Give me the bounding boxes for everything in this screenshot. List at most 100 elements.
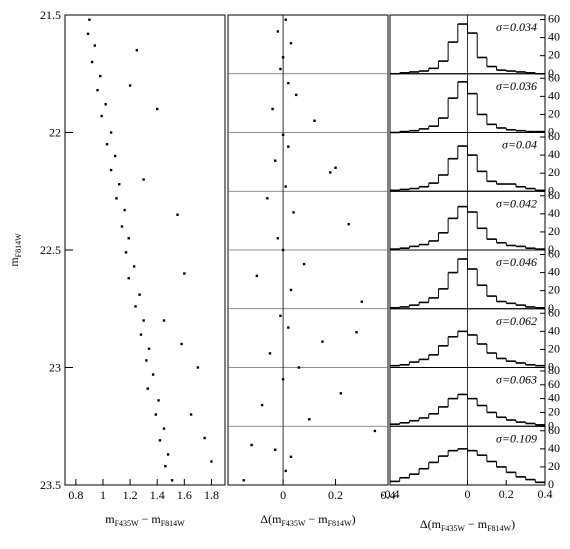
y-tick-label: 40 [548,147,560,161]
y-tick-label: 40 [548,441,560,455]
star-point [289,42,293,45]
star-point [138,293,141,296]
star-point [162,319,166,322]
sigma-label: σ=0.062 [496,314,537,328]
star-point [242,479,245,482]
star-point [271,107,274,111]
star-point [128,84,132,87]
y-tick-label: 0 [548,125,554,139]
sigma-label: σ=0.046 [496,255,537,269]
y-tick-label: 20 [548,341,560,355]
star-point [313,119,316,122]
axis-label-part: m [7,257,21,267]
y-tick-label: 60 [548,305,560,319]
x-tick-label: 1.6 [177,488,192,502]
star-point [157,399,160,402]
star-point [203,436,206,440]
star-point [274,159,277,162]
sigma-label: σ=0.109 [496,431,537,445]
axis-label-part: Δ(m [260,512,282,526]
axis-label: mF435W − mF814W [105,512,185,528]
star-point [86,32,90,35]
y-tick-label: 0 [548,242,554,256]
sigma-label: σ=0.063 [496,373,537,387]
star-point [292,211,295,214]
star-point [279,314,282,317]
star-point [156,107,159,111]
y-tick-label: 0 [548,360,554,374]
star-point [284,469,287,473]
y-tick-label: 60 [548,423,560,437]
star-point [109,168,113,172]
axis-label: mF814W [7,233,23,267]
star-point [281,248,285,252]
star-point [135,49,139,52]
panel-frame [64,14,226,486]
y-tick-label: 0 [548,301,554,315]
y-tick-label: 22 [49,126,61,140]
star-point [281,56,285,59]
star-point [334,166,337,169]
y-tick-label: 40 [548,265,560,279]
star-point [170,479,174,482]
star-point [158,439,162,442]
star-point [329,171,332,174]
x-tick-label: 0.8 [68,488,83,502]
star-point [250,443,253,447]
x-tick-label: 1.8 [204,488,219,502]
axis-label-part: ) [511,517,515,531]
y-tick-label: 0 [548,66,554,80]
star-point [284,185,287,188]
y-tick-label: 20 [548,283,560,297]
star-point [183,272,186,275]
axis-label-part: − m [465,517,488,531]
star-point [146,387,149,390]
axis-label-subscript: F435W [441,524,465,533]
x-tick-label: 0 [465,487,471,501]
star-point [166,453,170,456]
star-point [355,331,358,334]
sigma-label: σ=0.04 [502,138,537,152]
x-tick-label: 1 [100,488,106,502]
star-point [154,413,158,416]
x-tick-label: 0.4 [381,488,396,502]
star-point [321,340,324,343]
y-tick-label: 60 [548,247,560,261]
star-point [132,265,136,268]
star-point [145,359,148,362]
y-tick-label: 60 [548,12,560,26]
y-tick-label: 20 [548,48,560,62]
axis-label-subscript: F814W [487,524,511,533]
x-tick-label: -0.4 [381,487,400,501]
y-tick-label: 60 [548,129,560,143]
star-point [180,342,183,346]
y-tick-label: 80 [548,363,560,377]
star-point [284,18,287,21]
axis-label-subscript: F435W [115,519,139,528]
axis-label-part: m [105,512,115,526]
y-tick-label: 40 [548,88,560,102]
star-point [176,213,179,216]
x-tick-label: 0.2 [328,488,343,502]
star-point [123,208,126,212]
star-point [289,455,293,458]
star-point [127,277,130,280]
star-point [189,413,193,416]
star-point [287,145,290,148]
star-point [142,319,145,322]
star-point [120,225,124,228]
star-point [347,222,350,226]
axis-label: Δ(mF435W − mF814W) [260,512,355,528]
y-tick-label: 40 [548,30,560,44]
y-tick-label: 40 [548,391,560,405]
star-point [281,378,285,381]
star-point [93,44,97,47]
y-tick-label: 21.5 [40,8,61,22]
y-tick-label: 20 [548,224,560,238]
star-point [115,197,118,200]
axis-label-part: Δ(m [420,517,442,531]
axis-label-part: − m [305,512,328,526]
x-tick-label: 0 [280,488,286,502]
axis-label-subscript: F814W [14,233,23,257]
sigma-label: σ=0.042 [496,196,537,210]
